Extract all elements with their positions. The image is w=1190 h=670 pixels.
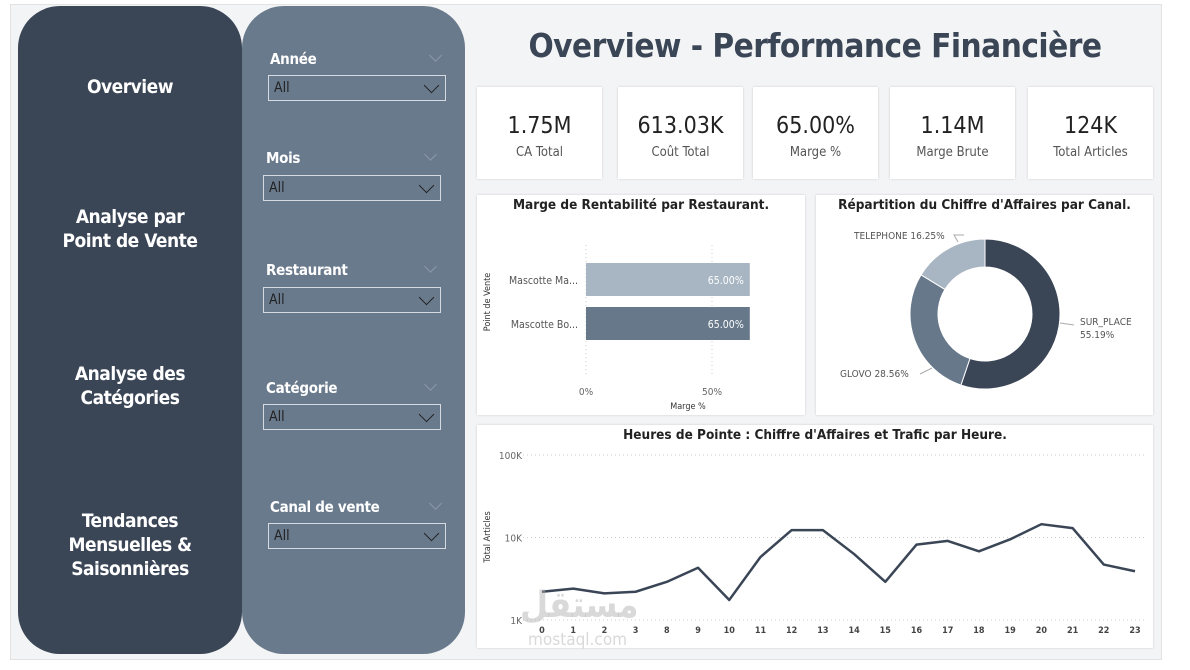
x-axis-title: Marge % [670, 402, 706, 412]
nav-item-label: Analyse par [75, 206, 185, 228]
x-tick-label: 21 [1067, 626, 1079, 636]
kpi-value: 65.00% [776, 113, 855, 139]
x-tick-label: 18 [973, 626, 985, 636]
nav-item-analyse-par[interactable]: Analyse par Point de Vente [18, 205, 242, 253]
x-tick-label: 19 [1005, 626, 1017, 636]
filters-panel [242, 6, 465, 654]
kpi-card: 613.03K Coût Total [618, 87, 743, 179]
x-tick-label: 10 [724, 626, 736, 636]
leader-line [919, 367, 933, 375]
nav-item-label: Catégories [80, 387, 180, 409]
kpi-card: 1.75M CA Total [477, 87, 602, 179]
slice-label: SUR_PLACE [1080, 317, 1132, 328]
x-tick-label: 2 [602, 626, 608, 636]
data-label: 65.00% [708, 275, 744, 287]
nav-item-label: Mensuelles & [68, 534, 192, 556]
y-category-label: Mascotte Bo... [511, 319, 578, 331]
slice-label: GLOVO 28.56% [840, 369, 909, 380]
x-tick-label: 9 [695, 626, 701, 636]
nav-item-label: Overview [86, 76, 174, 98]
kpi-value: 613.03K [637, 113, 724, 139]
filter-label: Mois [266, 149, 301, 167]
kpi-label: Marge Brute [916, 145, 989, 160]
donut-slice-glovo [909, 274, 971, 386]
chart-title: Heures de Pointe : Chiffre d'Affaires et… [623, 427, 1007, 443]
navigation-panel [18, 6, 242, 654]
chart-title: Répartition du Chiffre d'Affaires par Ca… [838, 197, 1131, 213]
x-tick-label: 17 [942, 626, 953, 636]
kpi-label: CA Total [516, 145, 563, 160]
filter-label: Catégorie [266, 379, 338, 397]
kpi-card: 65.00% Marge % [753, 87, 878, 179]
y-tick-label: 100K [499, 451, 523, 462]
bar [586, 307, 750, 340]
x-tick-label: 0% [579, 387, 594, 398]
chart-title: Marge de Rentabilité par Restaurant. [512, 197, 770, 213]
kpi-card: 124K Total Articles [1028, 87, 1153, 179]
y-tick-label: 1K [510, 616, 523, 627]
x-tick-label: 0 [539, 626, 545, 636]
page-title: Overview - Performance Financière [528, 26, 1102, 65]
y-category-label: Mascotte Ma... [509, 275, 578, 287]
filter-value: All [269, 180, 285, 196]
watermark-logo: mostaql.com [528, 630, 628, 650]
filter-dropdown-1[interactable]: All [263, 175, 441, 201]
watermark-logo: مستقل [520, 585, 639, 626]
series-line [541, 522, 1136, 602]
filter-dropdown-2[interactable]: All [263, 287, 441, 313]
donut-slice-sur_place [960, 238, 1061, 390]
x-tick-label: 20 [1036, 626, 1048, 636]
filter-value: All [274, 80, 290, 96]
margin-by-restaurant-chart: Marge de Rentabilité par Restaurant. 0% 5… [477, 195, 805, 415]
filter-dropdown-3[interactable]: All [263, 404, 441, 430]
filter-dropdown-4[interactable]: All [268, 523, 446, 549]
bar [586, 263, 750, 296]
x-tick-label: 22 [1098, 626, 1109, 636]
filter-value: All [269, 409, 285, 425]
x-tick-label: 14 [848, 626, 860, 636]
nav-item-overview[interactable]: Overview [18, 75, 242, 99]
filter-label: Canal de vente [270, 498, 380, 516]
x-tick-label: 3 [633, 626, 639, 636]
x-tick-label: 12 [786, 626, 797, 636]
filter-value: All [269, 292, 285, 308]
donut-slice-telephone [920, 238, 986, 291]
revenue-by-channel-chart: Répartition du Chiffre d'Affaires par Ca… [816, 195, 1153, 415]
slice-label: 55.19% [1080, 330, 1115, 341]
filter-dropdown-0[interactable]: All [268, 75, 446, 101]
filter-label: Année [270, 50, 317, 68]
nav-item-analyse-des[interactable]: Analyse des Catégories [18, 362, 242, 410]
x-tick-label: 11 [755, 626, 767, 636]
x-tick-label: 8 [664, 626, 670, 636]
y-tick-label: 10K [505, 534, 523, 545]
kpi-label: Marge % [789, 145, 842, 160]
nav-item-label: Saisonnières [71, 558, 189, 580]
nav-item-tendances[interactable]: Tendances Mensuelles & Saisonnières [18, 509, 242, 581]
x-tick-label: 13 [817, 626, 828, 636]
x-tick-label: 16 [911, 626, 923, 636]
data-label: 65.00% [708, 319, 744, 331]
x-tick-label: 50% [702, 387, 722, 398]
kpi-label: Total Articles [1053, 145, 1128, 160]
filter-value: All [274, 528, 290, 544]
kpi-value: 1.75M [507, 113, 572, 139]
kpi-value: 124K [1063, 113, 1118, 139]
peak-hours-chart: Heures de Pointe : Chiffre d'Affaires et… [477, 425, 1153, 648]
nav-item-label: Point de Vente [62, 230, 198, 252]
kpi-card: 1.14M Marge Brute [890, 87, 1015, 179]
kpi-label: Coût Total [651, 145, 710, 160]
y-axis-title: Point de Vente [483, 273, 493, 331]
y-axis-title: Total Articles [483, 511, 493, 564]
x-tick-label: 15 [880, 626, 892, 636]
leader-line [953, 234, 964, 243]
leader-line [1059, 322, 1075, 326]
x-tick-label: 1 [570, 626, 576, 636]
kpi-value: 1.14M [920, 113, 985, 139]
nav-item-label: Tendances [81, 510, 179, 532]
filter-label: Restaurant [266, 261, 348, 279]
nav-item-label: Analyse des [74, 363, 186, 385]
x-tick-label: 23 [1129, 626, 1140, 636]
slice-label: TELEPHONE 16.25% [853, 231, 945, 242]
